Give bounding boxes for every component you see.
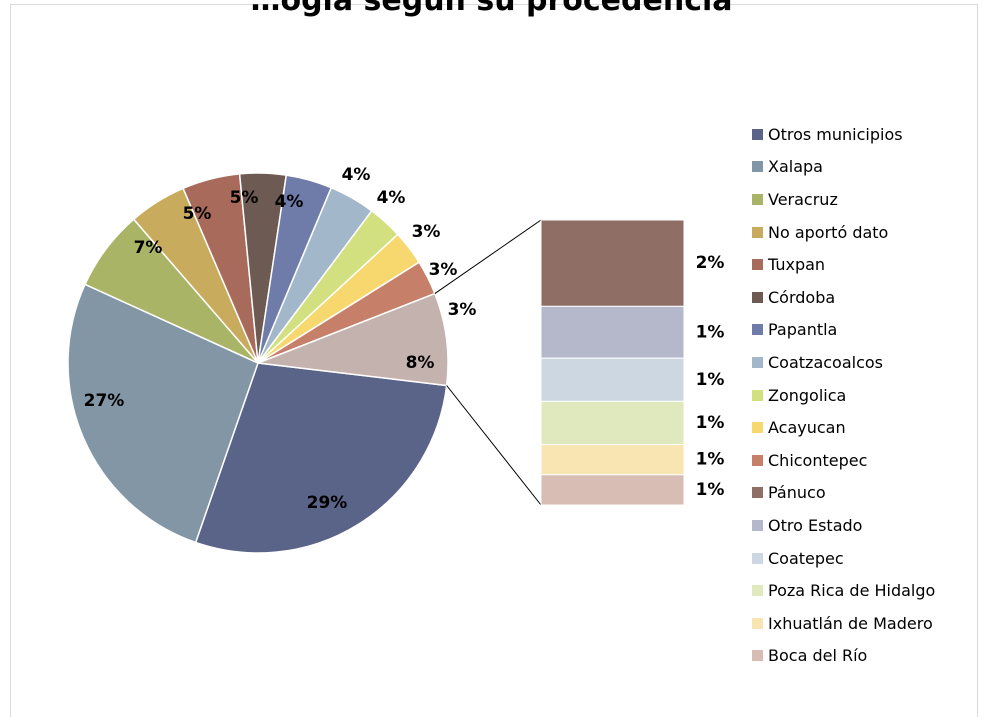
legend-item-chicontepec: Chicontepec — [752, 444, 935, 477]
bar-label-coatepec: 1% — [696, 370, 725, 390]
pie-label-veracruz: 7% — [134, 238, 163, 258]
pie-slice-otros-municipios — [194, 362, 448, 554]
legend-label: Pánuco — [768, 483, 826, 503]
legend-label: Poza Rica de Hidalgo — [768, 581, 936, 601]
legend-item-xalapa: Xalapa — [752, 151, 935, 184]
legend-item-coatepec: Coatepec — [752, 542, 935, 575]
legend-item-otro-estado: Otro Estado — [752, 509, 935, 542]
legend-swatch — [752, 389, 763, 401]
legend-swatch — [752, 324, 763, 336]
legend-item-coatzacoalcos: Coatzacoalcos — [752, 346, 935, 379]
legend-swatch — [752, 585, 763, 597]
legend-swatch — [752, 552, 763, 564]
bar-of-pie: 2% 1% 1% 1% 1% 1% — [540, 219, 725, 506]
legend-swatch — [752, 650, 763, 662]
legend-label: Otro Estado — [768, 515, 863, 535]
bar-label-ixhuatlan-de-madero: 1% — [696, 450, 725, 470]
legend-item-zongolica: Zongolica — [752, 379, 935, 412]
pie-label-zongolica: 3% — [412, 222, 441, 242]
legend-swatch — [752, 291, 763, 303]
legend-label: Otros municipios — [768, 124, 903, 144]
pie-label-chicontepec: 3% — [448, 300, 477, 320]
pie-slices — [67, 172, 449, 554]
legend-label: Coatepec — [768, 548, 844, 568]
legend-item-panuco: Pánuco — [752, 477, 935, 510]
legend-item-veracruz: Veracruz — [752, 183, 935, 216]
legend-label: Boca del Río — [768, 646, 868, 666]
pie-labels: 29% 27% 7% 5% 5% 4% 4% 4% 3% 3% 3% 8% — [84, 165, 477, 513]
legend-swatch — [752, 193, 763, 205]
bar-label-panuco: 2% — [696, 253, 725, 273]
pie-label-otros-municipios: 29% — [307, 493, 348, 513]
pie-label-coatzacoalcos: 4% — [377, 188, 406, 208]
legend-swatch — [752, 161, 763, 173]
chart-title: …ogía segun su procedencia — [250, 0, 733, 18]
pie-label-cordoba: 4% — [275, 192, 304, 212]
legend-item-ixhuatlan-de-madero: Ixhuatlán de Madero — [752, 607, 935, 640]
legend-label: Xalapa — [768, 157, 823, 177]
legend-swatch — [752, 259, 763, 271]
pie-label-no-aporto-dato: 5% — [183, 204, 212, 224]
legend-label: Zongolica — [768, 385, 847, 405]
legend-item-acayucan: Acayucan — [752, 411, 935, 444]
legend-label: Veracruz — [768, 189, 838, 209]
legend-item-tuxpan: Tuxpan — [752, 248, 935, 281]
bar-segment-boca-del-rio — [540, 474, 685, 506]
legend-swatch — [752, 487, 763, 499]
pie-label-acayucan: 3% — [429, 260, 458, 280]
legend-swatch — [752, 617, 763, 629]
legend-label: Coatzacoalcos — [768, 352, 883, 372]
bar-label-otro-estado: 1% — [696, 322, 725, 342]
legend-swatch — [752, 454, 763, 466]
legend-swatch — [752, 226, 763, 238]
legend: Otros municipios Xalapa Veracruz No aportó … — [752, 118, 935, 672]
legend-swatch — [752, 422, 763, 434]
legend-swatch — [752, 128, 763, 140]
bar-segment-otro-estado — [540, 305, 685, 359]
legend-item-poza-rica-de-hidalgo: Poza Rica de Hidalgo — [752, 574, 935, 607]
pie-label-xalapa: 27% — [84, 391, 125, 411]
bar-label-boca-del-rio: 1% — [696, 480, 725, 500]
pie-slice-xalapa — [67, 283, 259, 544]
legend-item-papantla: Papantla — [752, 314, 935, 347]
bar-segment-coatepec — [540, 357, 685, 402]
legend-label: Córdoba — [768, 287, 836, 307]
connector-lines — [434, 219, 542, 506]
pie-slice-other-bar-of-pie — [257, 292, 449, 387]
bar-segment-ixhuatlan-de-madero — [540, 444, 685, 476]
legend-swatch — [752, 356, 763, 368]
legend-label: Ixhuatlán de Madero — [768, 613, 933, 633]
legend-item-no-aporto-dato: No aportó dato — [752, 216, 935, 249]
legend-label: Acayucan — [768, 418, 846, 438]
pie-label-tuxpan: 5% — [230, 188, 259, 208]
pie-label-other-bar-of-pie: 8% — [406, 353, 435, 373]
bar-segment-panuco — [540, 219, 685, 307]
connector-line-bottom — [446, 385, 542, 506]
legend-label: No aportó dato — [768, 222, 889, 242]
chart-frame — [10, 4, 978, 717]
legend-label: Tuxpan — [768, 255, 826, 275]
legend-swatch — [752, 519, 763, 531]
pie-label-papantla: 4% — [342, 165, 371, 185]
legend-item-otros-municipios: Otros municipios — [752, 118, 935, 151]
legend-item-cordoba: Córdoba — [752, 281, 935, 314]
bar-label-poza-rica-de-hidalgo: 1% — [696, 413, 725, 433]
connector-line-top — [434, 219, 542, 294]
legend-label: Chicontepec — [768, 450, 868, 470]
bar-segment-poza-rica-de-hidalgo — [540, 400, 685, 446]
legend-label: Papantla — [768, 320, 838, 340]
legend-item-boca-del-rio: Boca del Río — [752, 640, 935, 673]
